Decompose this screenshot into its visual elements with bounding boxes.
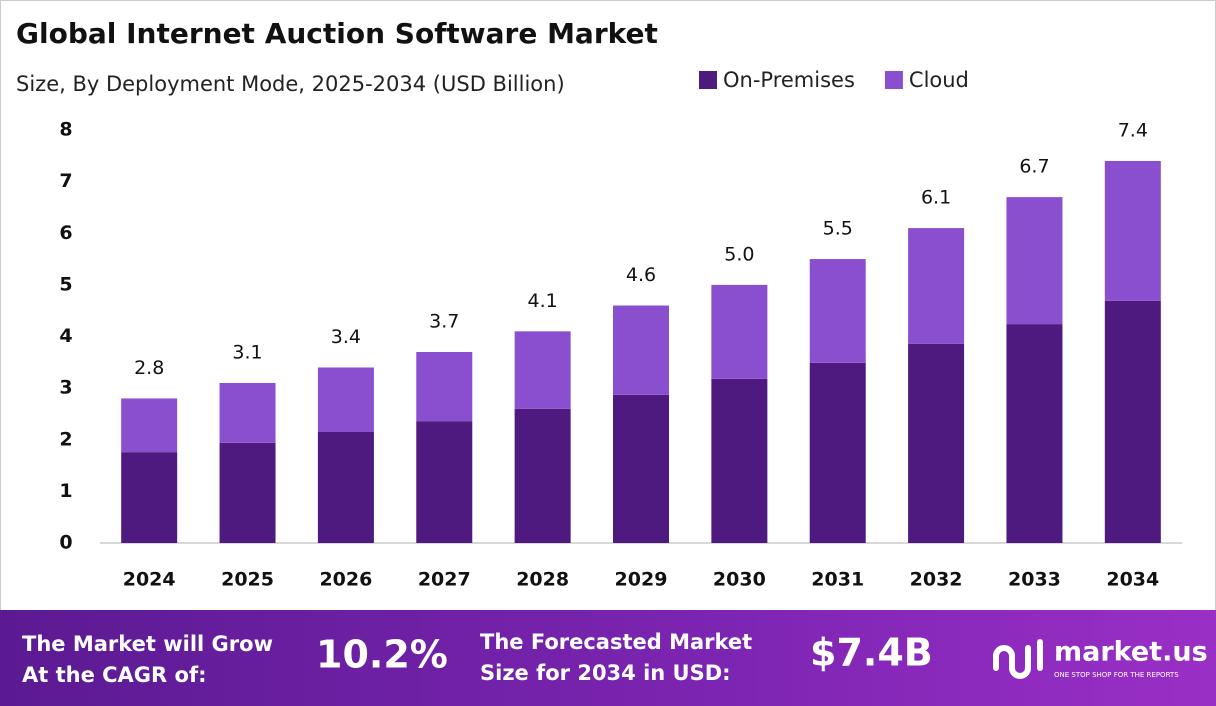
bar-segment — [908, 343, 965, 543]
total-label: 4.1 — [528, 290, 558, 312]
bar-segment — [908, 228, 965, 344]
y-tick-label: 2 — [59, 428, 72, 450]
legend-label: Cloud — [909, 68, 969, 92]
chart-subtitle: Size, By Deployment Mode, 2025-2034 (USD… — [16, 72, 565, 96]
bar-segment — [809, 259, 866, 363]
bar-segment — [809, 362, 866, 543]
x-tick-label: 2034 — [1106, 569, 1159, 591]
cagr-label: The Market will Grow — [22, 632, 273, 656]
bar-segment — [1006, 324, 1063, 543]
total-label: 3.1 — [232, 341, 262, 363]
size-label: Size for 2034 in USD: — [480, 661, 731, 685]
y-tick-label: 7 — [59, 170, 72, 192]
x-tick-label: 2031 — [811, 569, 864, 591]
bar-segment — [613, 305, 669, 395]
size-label: The Forecasted Market — [480, 630, 752, 654]
x-tick-label: 2025 — [221, 569, 274, 591]
bar-segment — [1104, 300, 1161, 543]
legend-label: On-Premises — [723, 68, 855, 92]
x-tick-label: 2026 — [319, 569, 372, 591]
total-label: 3.4 — [331, 326, 361, 348]
total-label: 4.6 — [626, 264, 656, 286]
legend-swatch — [699, 71, 717, 89]
y-tick-label: 0 — [59, 532, 72, 554]
logo-icon — [993, 639, 1043, 679]
bar-segment — [121, 452, 178, 543]
x-tick-label: 2024 — [123, 569, 176, 591]
bar-segment — [514, 408, 571, 543]
size-value: $7.4B — [810, 631, 933, 675]
total-label: 6.7 — [1019, 156, 1049, 178]
cagr-value: 10.2% — [316, 633, 448, 677]
brand: market.us — [1054, 637, 1208, 668]
x-tick-label: 2027 — [418, 569, 471, 591]
x-tick-label: 2033 — [1008, 569, 1061, 591]
footer-banner — [0, 610, 1216, 706]
legend: On-Premises Cloud — [699, 68, 969, 92]
bar-segment — [711, 378, 768, 543]
x-tick-label: 2028 — [516, 569, 569, 591]
tagline: ONE STOP SHOP FOR THE REPORTS — [1054, 671, 1179, 679]
bar-segment — [1104, 160, 1161, 301]
bar-segment — [317, 367, 374, 433]
y-tick-label: 8 — [59, 119, 72, 141]
total-label: 6.1 — [921, 187, 951, 209]
bar-segment — [219, 442, 276, 543]
bar-segment — [219, 382, 276, 443]
cagr-label: At the CAGR of: — [22, 663, 207, 687]
total-label: 2.8 — [134, 357, 164, 379]
bar-segment — [317, 432, 374, 543]
bar-segment — [711, 284, 768, 379]
x-tick-label: 2032 — [910, 569, 963, 591]
x-tick-label: 2030 — [713, 569, 766, 591]
y-tick-label: 1 — [59, 480, 72, 502]
bar-segment — [121, 398, 178, 453]
y-tick-label: 5 — [59, 273, 72, 295]
total-label: 5.0 — [724, 243, 754, 265]
total-label: 5.5 — [823, 218, 853, 240]
bar-segment — [416, 421, 473, 543]
bar-segment — [416, 351, 473, 422]
legend-swatch — [884, 71, 903, 89]
y-tick-label: 3 — [59, 377, 72, 399]
bar-segment — [514, 331, 571, 409]
y-tick-label: 6 — [59, 222, 72, 244]
total-label: 7.4 — [1118, 119, 1148, 141]
chart-title: Global Internet Auction Software Market — [16, 17, 658, 50]
plot: 0 1 2 3 4 5 6 7 8 2024 2.8 2025 3.1 2026 3.4 2027 3.7 202… — [59, 119, 1182, 591]
x-tick-label: 2029 — [615, 569, 668, 591]
bar-segment — [613, 394, 669, 543]
y-tick-label: 4 — [59, 325, 72, 347]
bar-segment — [1006, 197, 1063, 325]
total-label: 3.7 — [429, 310, 459, 332]
